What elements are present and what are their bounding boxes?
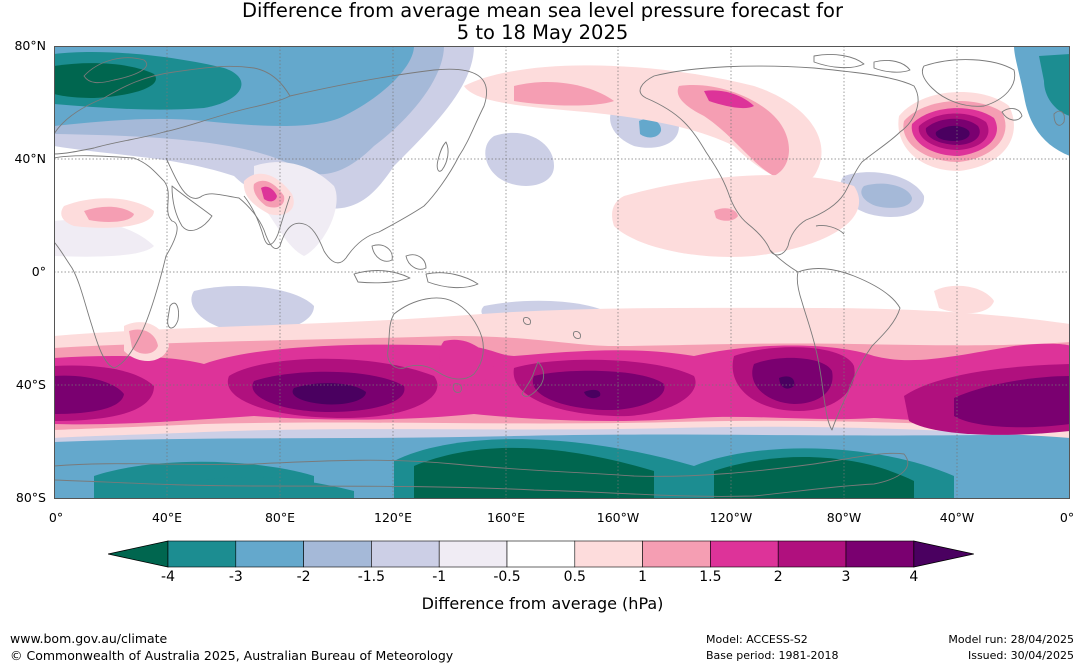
lon-label-0-right: 0° — [1059, 510, 1075, 525]
lon-label-160w: 160°W — [596, 510, 640, 525]
lon-label-80w: 80°W — [826, 510, 862, 525]
colorbar-tick-label: 3 — [841, 569, 851, 585]
lon-label-160e: 160°E — [486, 510, 526, 525]
lon-label-120w: 120°W — [709, 510, 753, 525]
lon-label-80e: 80°E — [264, 510, 296, 525]
colorbar-extend-low — [108, 540, 169, 568]
footer-model-run: Model run: 28/04/2025 — [948, 633, 1074, 646]
graticule — [54, 46, 1070, 499]
colorbar-segment — [777, 540, 847, 568]
colorbar-title: Difference from average (hPa) — [421, 594, 664, 613]
colorbar-tick-label: -1.5 — [357, 569, 386, 585]
lat-label-equator: 0° — [31, 264, 46, 279]
colorbar-extend-high — [913, 540, 974, 568]
colorbar-segment — [845, 540, 915, 568]
colorbar-tick-label: -2 — [296, 569, 311, 585]
footer-model: Model: ACCESS-S2 — [706, 633, 808, 646]
footer-copyright: © Commonwealth of Australia 2025, Austra… — [10, 648, 454, 663]
footer-base-period: Base period: 1981-2018 — [706, 649, 839, 662]
map-frame — [54, 46, 1070, 499]
map-title-line2: 5 to 18 May 2025 — [456, 21, 629, 44]
lon-label-40w: 40°W — [939, 510, 975, 525]
colorbar-segment — [438, 540, 508, 568]
colorbar — [108, 540, 974, 568]
colorbar-tick-label: 2 — [773, 569, 783, 585]
colorbar-tick-label: -3 — [228, 569, 243, 585]
footer-issued: Issued: 30/04/2025 — [967, 649, 1074, 662]
map-title-line1: Difference from average mean sea level p… — [242, 0, 843, 22]
colorbar-tick-label: -4 — [161, 569, 175, 585]
colorbar-segment — [235, 540, 304, 568]
pressure-anomaly-map — [54, 46, 1070, 499]
lat-label-40n: 40°N — [14, 151, 46, 166]
colorbar-tick-label: 1 — [638, 569, 648, 585]
colorbar-tick-label: 0.5 — [563, 569, 586, 585]
coastlines — [54, 53, 1065, 497]
colorbar-tick-label: 1.5 — [699, 569, 722, 585]
lat-label-40s: 40°S — [15, 377, 46, 392]
colorbar-tick-label: -0.5 — [493, 569, 521, 585]
colorbar-segment — [506, 540, 576, 568]
colorbar-segment — [574, 540, 643, 568]
anomaly-field-negative — [54, 46, 1070, 499]
colorbar-segment — [167, 540, 237, 568]
colorbar-segment — [642, 540, 711, 568]
colorbar-tick-label: 4 — [909, 569, 919, 585]
colorbar-tick-label: -1 — [432, 569, 447, 585]
lat-label-80s: 80°S — [15, 490, 46, 505]
colorbar-segment — [371, 540, 440, 568]
lon-label-0-left: 0° — [48, 510, 64, 525]
footer-url: www.bom.gov.au/climate — [10, 631, 168, 646]
colorbar-segment — [303, 540, 372, 568]
lon-label-40e: 40°E — [151, 510, 183, 525]
lon-label-120e: 120°E — [373, 510, 413, 525]
colorbar-segment — [710, 540, 779, 568]
lat-label-80n: 80°N — [14, 38, 46, 53]
